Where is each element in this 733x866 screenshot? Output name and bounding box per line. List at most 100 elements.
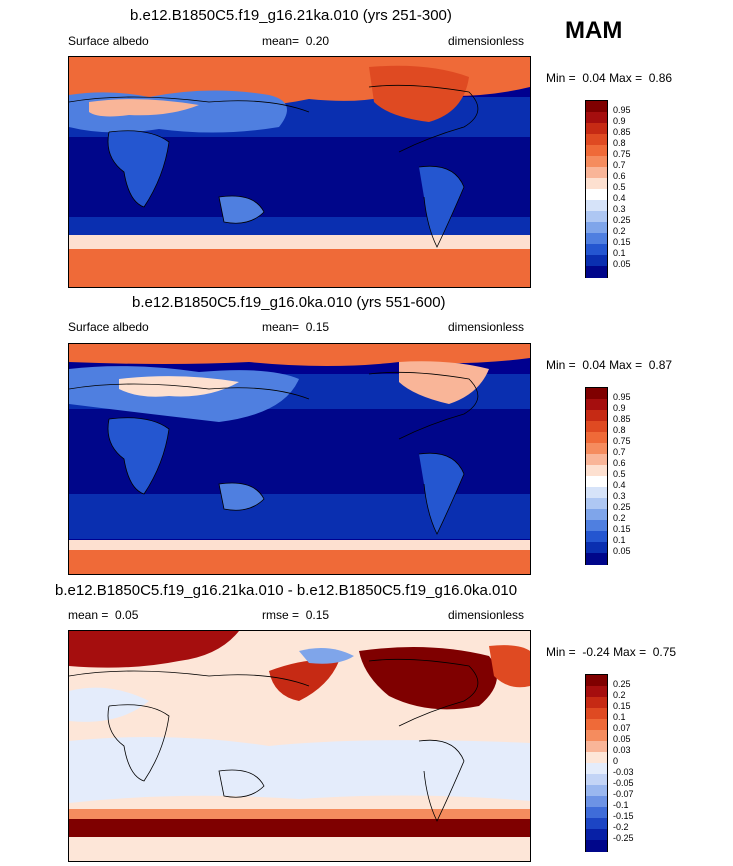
colorbar-swatch (586, 774, 607, 786)
diff-tropical-neg (69, 737, 530, 803)
colorbar-swatch (586, 189, 607, 201)
mean-label: mean = (68, 608, 109, 622)
colorbar-tick-label: 0.4 (613, 193, 626, 203)
colorbar-swatch (586, 443, 607, 455)
min-label: Min = (546, 358, 576, 372)
colorbar-tick-label: 0.1 (613, 535, 626, 545)
colorbar-tick-label: -0.15 (613, 811, 634, 821)
colorbar-tick-label: 0.07 (613, 723, 631, 733)
colorbar-swatch (586, 101, 607, 113)
colorbar-tick-label: -0.05 (613, 778, 634, 788)
colorbar-swatch (586, 476, 607, 488)
colorbar-tick-label: 0 (613, 756, 619, 766)
min-value: 0.04 (582, 358, 606, 372)
coastlines (69, 371, 479, 535)
colorbar-bottom (585, 674, 608, 852)
colorbar-swatch (586, 520, 607, 532)
diff-south-edge (69, 809, 530, 819)
colorbar-swatch (586, 763, 607, 775)
colorbar-swatch (586, 752, 607, 764)
colorbar-tick-label: 0.8 (613, 138, 626, 148)
panel-bottom-title: b.e12.B1850C5.f19_g16.21ka.010 - b.e12.B… (55, 582, 518, 599)
colorbar-swatch (586, 112, 607, 124)
rmse-value: 0.15 (305, 608, 330, 622)
colorbar-tick-label: -0.07 (613, 789, 634, 799)
mean-label: mean= (262, 34, 300, 48)
colorbar-swatch (586, 255, 607, 267)
colorbar-tick-label: 0.15 (613, 237, 631, 247)
colorbar-tick-label: -0.25 (613, 833, 634, 843)
colorbar-swatch (586, 222, 607, 234)
panel-top-title: b.e12.B1850C5.f19_g16.21ka.010 (yrs 251-… (130, 7, 452, 24)
diff-high-atlantic (489, 645, 530, 688)
colorbar-swatch (586, 178, 607, 190)
colorbar-tick-label: 0.85 (613, 414, 631, 424)
min-label: Min = (546, 645, 576, 659)
colorbar-swatch (586, 675, 607, 687)
colorbar-swatch (586, 542, 607, 554)
colorbar-swatch (586, 829, 607, 841)
colorbar-swatch (586, 421, 607, 433)
albedo-map-middle (69, 344, 530, 574)
coastlines (69, 84, 479, 248)
max-value: 0.86 (648, 71, 673, 85)
africa-land (108, 417, 169, 494)
panel-middle-minmax: Min = 0.04 Max = 0.87 (546, 358, 672, 372)
panel-bottom-rmse: rmse = 0.15 (262, 608, 329, 622)
panel-top-mean: mean= 0.20 (262, 34, 329, 48)
colorbar-swatch (586, 818, 607, 830)
colorbar-swatch (586, 123, 607, 135)
panel-bottom-minmax: Min = -0.24 Max = 0.75 (546, 645, 676, 659)
colorbar-swatch (586, 134, 607, 146)
colorbar-tick-label: 0.25 (613, 215, 631, 225)
colorbar-tick-label: 0.25 (613, 679, 631, 689)
midlat-ocean-s (69, 217, 530, 239)
diff-neg-patch-e (449, 756, 530, 793)
south-america-land (419, 166, 464, 247)
colorbar-tick-label: 0.25 (613, 502, 631, 512)
max-label: Max = (609, 71, 643, 85)
colorbar-swatch (586, 156, 607, 168)
colorbar-tick-label: 0.2 (613, 690, 626, 700)
season-label: MAM (565, 17, 623, 44)
eurasia-snow (89, 99, 199, 117)
colorbar-swatch (586, 233, 607, 245)
colorbar-swatch (586, 211, 607, 223)
diff-high-laurentide (359, 647, 497, 710)
panel-middle-mean: mean= 0.15 (262, 320, 329, 334)
panel-middle-variable: Surface albedo (68, 320, 149, 334)
panel-top-variable: Surface albedo (68, 34, 149, 48)
colorbar-tick-label: 0.15 (613, 524, 631, 534)
colorbar-swatch (586, 399, 607, 411)
colorbar-tick-label: 0.85 (613, 127, 631, 137)
mean-value: 0.05 (115, 608, 139, 622)
colorbar-tick-label: 0.2 (613, 513, 626, 523)
colorbar-tick-label: 0.3 (613, 491, 626, 501)
colorbar-swatch (586, 244, 607, 256)
colorbar-swatch (586, 708, 607, 720)
colorbar-swatch (586, 200, 607, 212)
colorbar-swatch (586, 487, 607, 499)
panel-top-units: dimensionless (448, 34, 525, 48)
min-value: 0.04 (582, 71, 606, 85)
midlat-ocean-s (69, 494, 530, 539)
mean-value: 0.20 (305, 34, 330, 48)
mean-label: mean= (262, 320, 300, 334)
colorbar-swatch (586, 741, 607, 753)
colorbar-tick-label: 0.03 (613, 745, 631, 755)
colorbar-tick-label: 0.9 (613, 116, 626, 126)
colorbar-swatch (586, 145, 607, 157)
max-label: Max = (609, 358, 643, 372)
south-america-land (419, 453, 464, 534)
coastlines (69, 658, 479, 822)
colorbar-swatch (586, 432, 607, 444)
colorbar-swatch (586, 719, 607, 731)
colorbar-swatch (586, 509, 607, 521)
panel-middle-map (68, 343, 531, 575)
rmse-label: rmse = (262, 608, 300, 622)
eurasia-snow (119, 376, 239, 397)
panel-top-map (68, 56, 531, 288)
max-value: 0.87 (648, 358, 673, 372)
colorbar-swatch (586, 454, 607, 466)
colorbar-middle (585, 387, 608, 565)
